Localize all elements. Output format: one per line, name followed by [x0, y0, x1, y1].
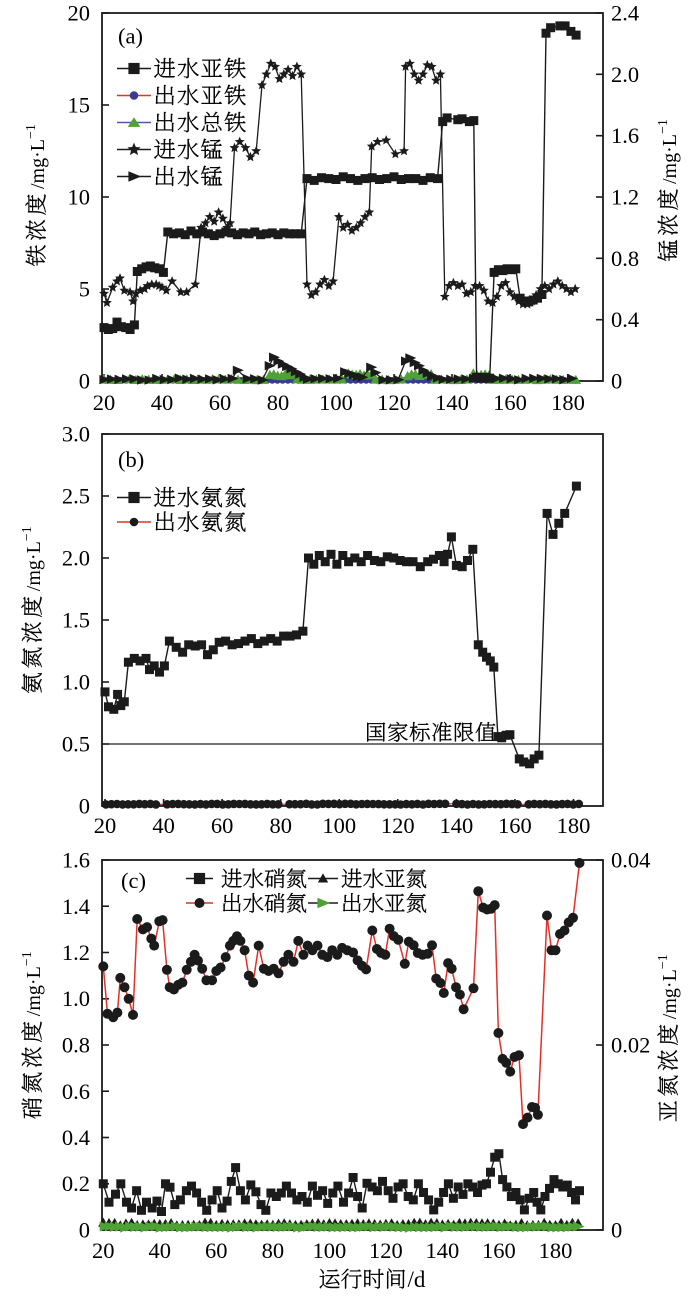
svg-text:10: 10	[68, 185, 91, 210]
svg-text:120: 120	[377, 390, 411, 415]
svg-text:15: 15	[68, 93, 91, 118]
svg-text:20: 20	[93, 390, 116, 415]
svg-text:0.6: 0.6	[62, 1079, 90, 1104]
svg-text:140: 140	[426, 1238, 460, 1263]
svg-text:0.4: 0.4	[611, 307, 639, 332]
svg-text:0.8: 0.8	[62, 1033, 90, 1058]
svg-text:1.6: 1.6	[611, 123, 639, 148]
svg-text:100: 100	[319, 390, 353, 415]
svg-text:/d: /d	[408, 1267, 426, 1292]
svg-text:180: 180	[551, 390, 585, 415]
svg-text:/mg·L: /mg·L	[27, 139, 49, 189]
svg-text:−1: −1	[24, 124, 39, 139]
svg-text:1.0: 1.0	[62, 670, 90, 695]
svg-text:2.4: 2.4	[611, 1, 639, 26]
svg-text:0.02: 0.02	[611, 1033, 650, 1058]
svg-text:2.5: 2.5	[62, 484, 90, 509]
svg-text:(a): (a)	[118, 24, 143, 49]
svg-text:1.6: 1.6	[62, 848, 90, 873]
svg-text:0: 0	[79, 794, 90, 819]
svg-text:20: 20	[68, 1, 91, 26]
svg-text:0: 0	[79, 1218, 90, 1243]
svg-text:40: 40	[152, 813, 175, 838]
svg-text:/mg·L: /mg·L	[23, 541, 45, 591]
svg-text:140: 140	[435, 390, 469, 415]
svg-text:1.5: 1.5	[62, 608, 90, 633]
svg-text:20: 20	[94, 813, 117, 838]
svg-text:/mg·L: /mg·L	[659, 134, 681, 184]
svg-text:0: 0	[611, 1218, 622, 1243]
svg-text:120: 120	[369, 1238, 403, 1263]
svg-text:1.4: 1.4	[62, 894, 90, 919]
svg-text:100: 100	[313, 1238, 347, 1263]
svg-text:2.0: 2.0	[611, 62, 639, 87]
svg-text:20: 20	[92, 1238, 115, 1263]
svg-text:0.04: 0.04	[611, 848, 650, 873]
svg-text:0: 0	[611, 369, 622, 394]
svg-text:0.2: 0.2	[62, 1171, 90, 1196]
svg-text:80: 80	[269, 813, 292, 838]
svg-text:40: 40	[151, 390, 174, 415]
svg-text:40: 40	[149, 1238, 172, 1263]
svg-text:1.0: 1.0	[62, 986, 90, 1011]
svg-text:3.0: 3.0	[62, 422, 90, 447]
svg-text:0: 0	[79, 369, 90, 394]
svg-text:1.2: 1.2	[611, 185, 639, 210]
svg-text:140: 140	[440, 813, 474, 838]
svg-text:0.4: 0.4	[62, 1125, 90, 1150]
svg-text:160: 160	[482, 1238, 516, 1263]
svg-text:180: 180	[539, 1238, 573, 1263]
svg-text:0.8: 0.8	[611, 246, 639, 271]
svg-text:−1: −1	[656, 119, 671, 134]
svg-text:/mg·L: /mg·L	[659, 969, 681, 1019]
svg-text:−1: −1	[20, 526, 35, 541]
svg-text:60: 60	[209, 390, 232, 415]
svg-text:2.0: 2.0	[62, 546, 90, 571]
svg-text:100: 100	[322, 813, 356, 838]
svg-text:120: 120	[381, 813, 415, 838]
svg-text:(b): (b)	[118, 447, 144, 472]
svg-text:160: 160	[498, 813, 532, 838]
svg-text:(c): (c)	[121, 868, 146, 893]
svg-text:/mg·L: /mg·L	[23, 966, 45, 1016]
svg-text:60: 60	[211, 813, 234, 838]
svg-text:5: 5	[79, 277, 90, 302]
svg-text:0.5: 0.5	[62, 732, 90, 757]
svg-text:80: 80	[262, 1238, 285, 1263]
svg-text:−1: −1	[656, 954, 671, 969]
svg-text:80: 80	[267, 390, 290, 415]
svg-text:180: 180	[557, 813, 591, 838]
svg-text:−1: −1	[20, 951, 35, 966]
svg-text:60: 60	[205, 1238, 228, 1263]
svg-text:160: 160	[493, 390, 527, 415]
svg-text:1.2: 1.2	[62, 940, 90, 965]
